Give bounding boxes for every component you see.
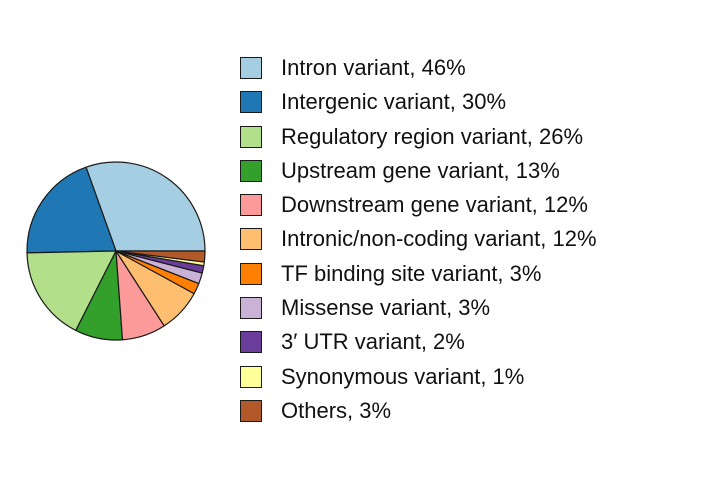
legend-swatch xyxy=(240,365,262,388)
legend-label: TF binding site variant, 3% xyxy=(281,260,542,286)
pie-slice xyxy=(26,166,117,254)
legend-swatch xyxy=(240,331,262,354)
legend-label: Synonymous variant, 1% xyxy=(281,363,525,389)
legend-swatch xyxy=(240,91,262,114)
legend-label: Intergenic variant, 30% xyxy=(281,89,507,115)
legend-label: Intronic/non-coding variant, 12% xyxy=(281,226,597,252)
legend-label: Intron variant, 46% xyxy=(281,55,466,80)
legend-label: Upstream gene variant, 13% xyxy=(281,157,560,183)
legend-swatch xyxy=(240,194,262,217)
legend-label: Downstream gene variant, 12% xyxy=(281,192,588,218)
legend-label: Regulatory region variant, 26% xyxy=(281,123,584,149)
legend-swatch xyxy=(240,399,262,422)
legend-swatch xyxy=(240,297,262,320)
legend-swatch xyxy=(240,159,262,182)
legend-swatch xyxy=(240,262,262,285)
pie-slice xyxy=(85,161,206,252)
legend-label: 3′ UTR variant, 2% xyxy=(281,329,465,355)
pie-slice xyxy=(26,250,117,332)
legend-label: Missense variant, 3% xyxy=(281,295,491,321)
legend-label: Others, 3% xyxy=(281,397,392,423)
legend-swatch xyxy=(240,57,262,79)
legend-swatch xyxy=(240,125,262,148)
legend-swatch xyxy=(240,228,262,251)
pie-slice xyxy=(115,250,206,263)
